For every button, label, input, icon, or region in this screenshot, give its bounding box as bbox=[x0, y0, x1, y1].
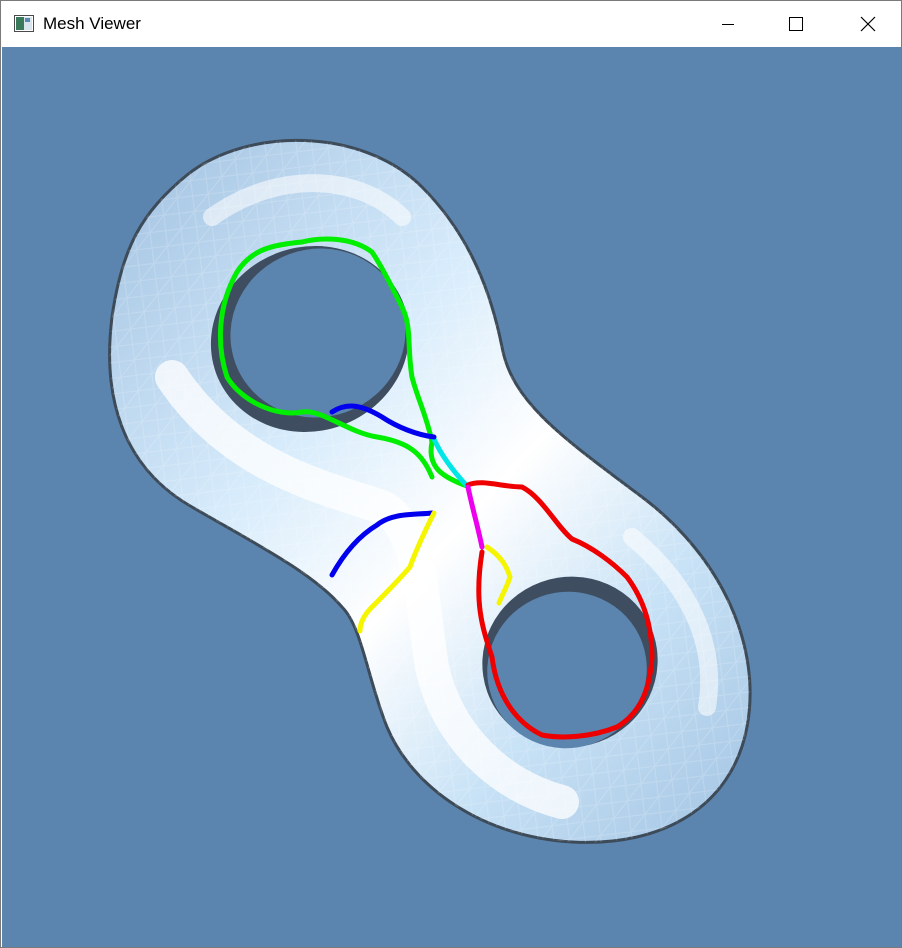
close-button[interactable] bbox=[835, 1, 901, 47]
cyan-segment bbox=[431, 436, 470, 489]
upper-hole bbox=[210, 246, 410, 432]
mesh-app-icon bbox=[14, 15, 34, 32]
double-torus-surface bbox=[108, 138, 752, 844]
red-loop bbox=[465, 480, 655, 740]
blue-path-lower bbox=[329, 510, 435, 578]
maximize-button[interactable] bbox=[763, 1, 829, 47]
lower-hole bbox=[482, 576, 658, 749]
yellow-path-left bbox=[357, 510, 437, 634]
yellow-path-right bbox=[484, 544, 513, 606]
close-icon bbox=[860, 16, 876, 32]
magenta-segment bbox=[465, 484, 485, 550]
3d-viewport[interactable] bbox=[2, 47, 901, 947]
title-bar[interactable]: Mesh Viewer bbox=[1, 1, 901, 47]
minimize-icon bbox=[722, 24, 734, 25]
minimize-button[interactable] bbox=[695, 1, 761, 47]
blue-path-upper bbox=[329, 403, 437, 440]
maximize-icon bbox=[789, 17, 803, 31]
window-title: Mesh Viewer bbox=[43, 14, 141, 33]
green-loop bbox=[218, 236, 470, 489]
